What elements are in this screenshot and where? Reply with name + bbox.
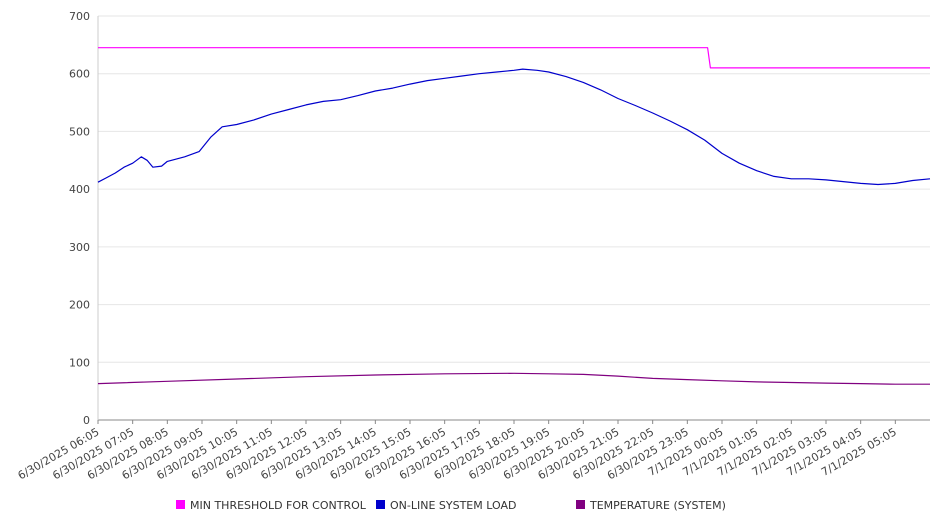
y-tick-label: 700 bbox=[69, 10, 90, 23]
y-tick-label: 100 bbox=[69, 356, 90, 369]
series-line-temperature-system bbox=[97, 372, 930, 385]
grid bbox=[98, 15, 930, 363]
legend-swatch bbox=[576, 500, 585, 509]
y-tick-label: 600 bbox=[69, 68, 90, 81]
y-tick-label: 300 bbox=[69, 241, 90, 254]
y-tick-label: 0 bbox=[83, 414, 90, 427]
legend-swatch bbox=[376, 500, 385, 509]
series bbox=[97, 47, 931, 385]
legend-label: TEMPERATURE (SYSTEM) bbox=[589, 499, 726, 512]
x-tick-labels: 6/30/2025 06:056/30/2025 07:056/30/2025 … bbox=[16, 420, 899, 482]
y-tick-label: 400 bbox=[69, 183, 90, 196]
legend-label: MIN THRESHOLD FOR CONTROL bbox=[190, 499, 367, 512]
legend: MIN THRESHOLD FOR CONTROL ON-LINE SYSTEM … bbox=[176, 499, 726, 512]
legend-swatch bbox=[176, 500, 185, 509]
legend-label: ON-LINE SYSTEM LOAD bbox=[390, 499, 516, 512]
axes bbox=[97, 16, 930, 421]
series-line-on-line-system-load bbox=[97, 68, 931, 186]
y-tick-label: 500 bbox=[69, 125, 90, 138]
series-line-min-threshold-for-control bbox=[98, 47, 930, 69]
y-tick-labels: 0 100 200 300 400 500 600 700 bbox=[69, 10, 90, 427]
y-tick-label: 200 bbox=[69, 299, 90, 312]
